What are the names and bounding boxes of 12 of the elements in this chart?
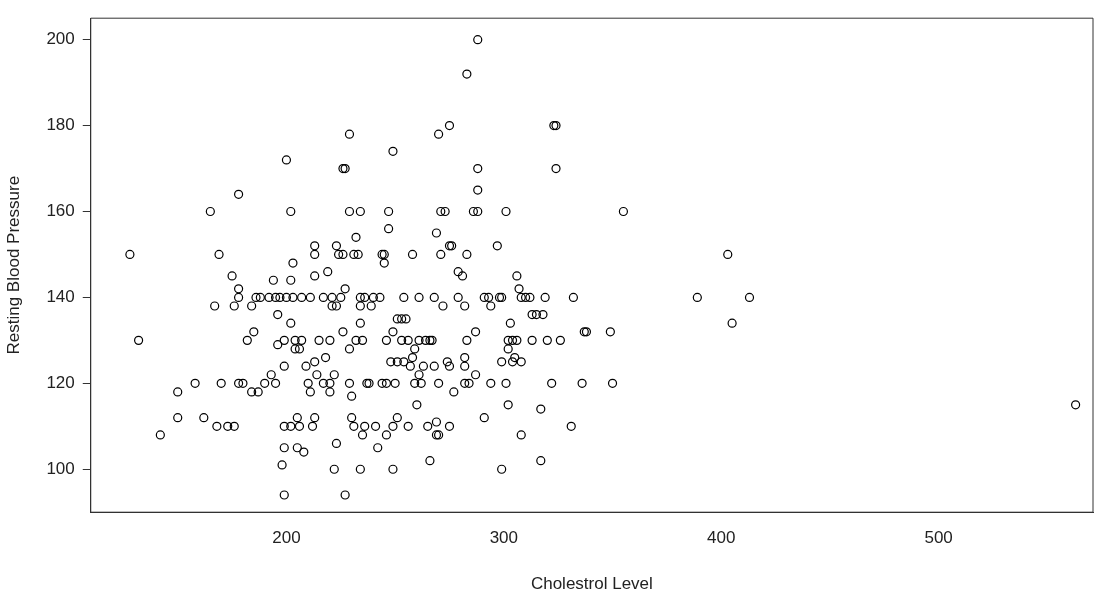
x-tick-label: 500	[924, 528, 953, 548]
y-tick-label: 120	[46, 373, 75, 393]
x-axis-title: Cholestrol Level	[530, 574, 653, 594]
y-tick-label: 140	[46, 287, 75, 307]
y-tick-label: 200	[46, 29, 75, 49]
x-tick-label: 400	[707, 528, 736, 548]
y-tick-label: 180	[46, 115, 75, 135]
y-tick-label: 160	[46, 201, 75, 221]
x-tick-label: 200	[272, 528, 301, 548]
x-tick-label: 300	[489, 528, 519, 548]
y-axis-title: Resting Blood Pressure	[3, 175, 23, 355]
y-tick-label: 100	[46, 458, 75, 478]
